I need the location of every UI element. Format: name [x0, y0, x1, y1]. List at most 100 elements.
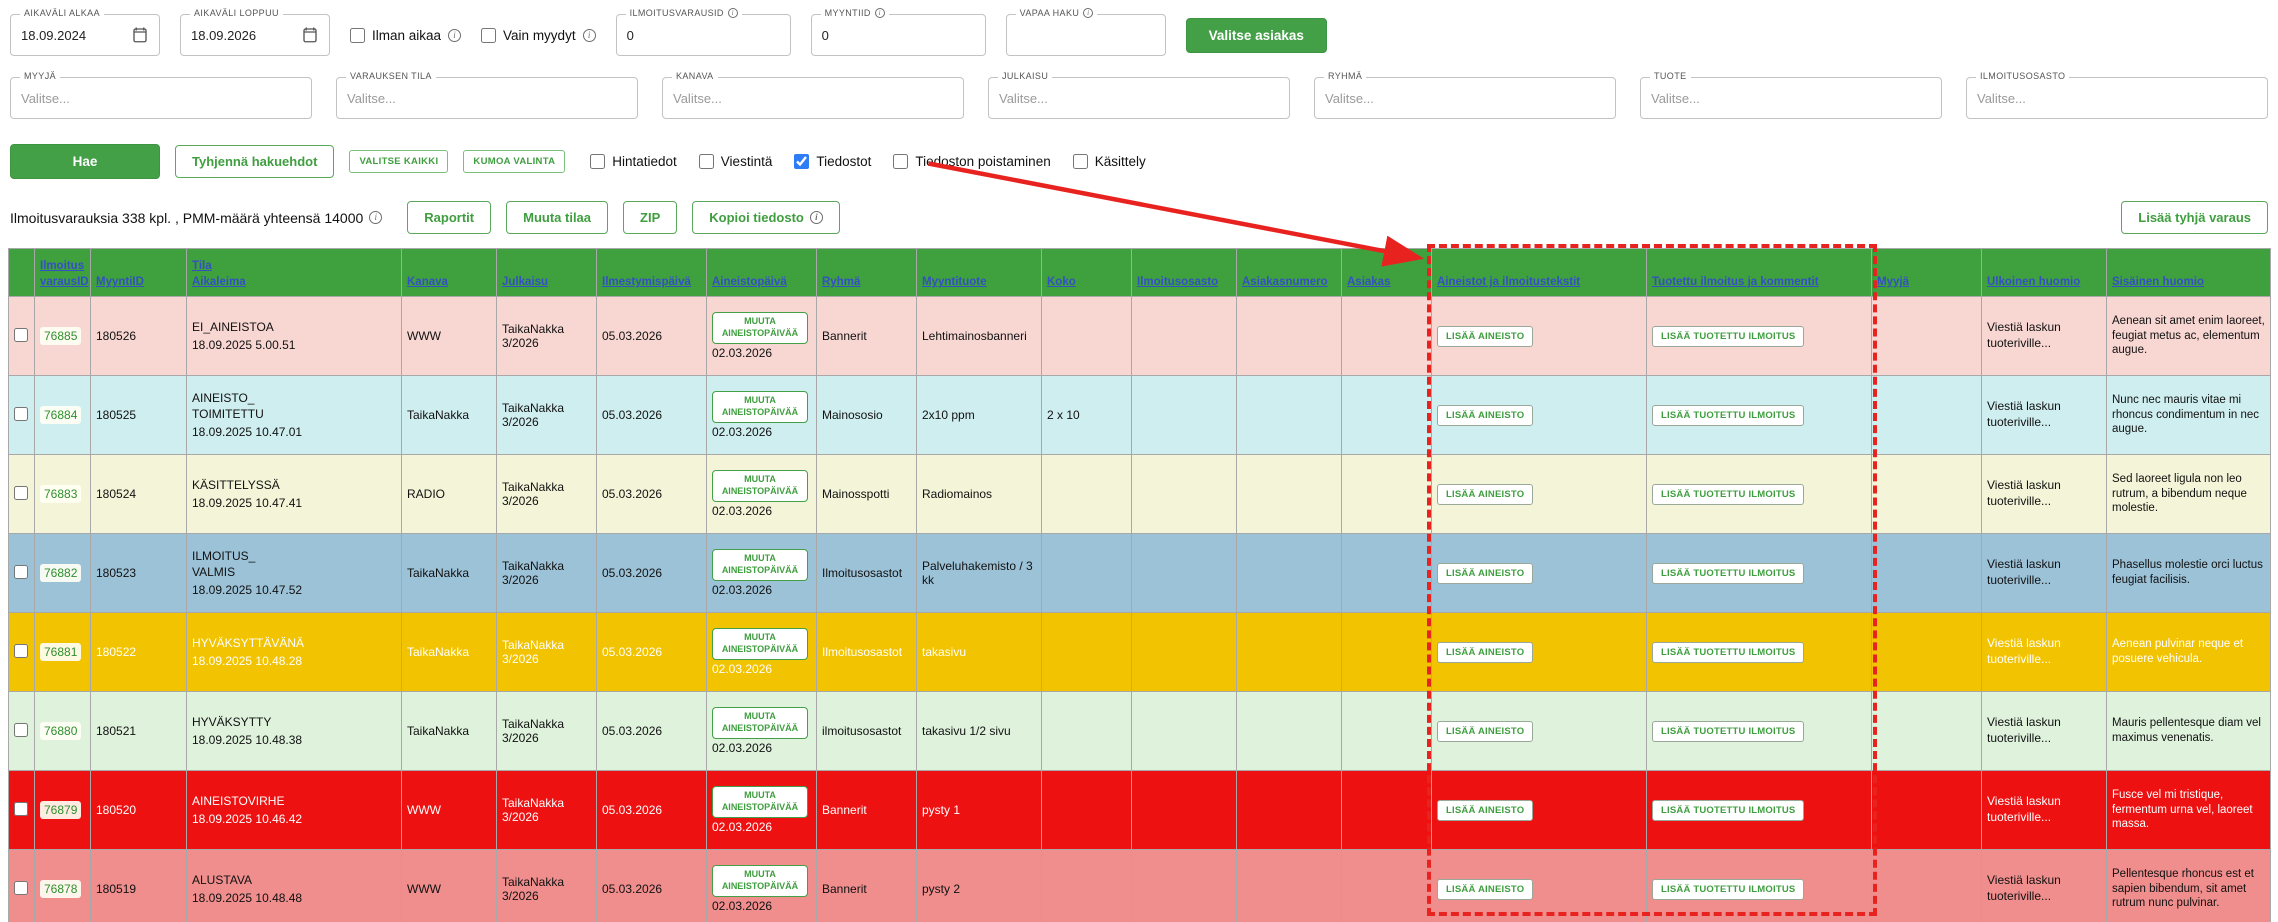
column-sort-link[interactable]: Aineistot ja ilmoitustekstit — [1437, 276, 1580, 288]
filter-select-ryhm[interactable]: RYHMÄ Valitse... — [1314, 77, 1616, 119]
valitse-kaikki-button[interactable]: VALITSE KAIKKI — [349, 150, 448, 173]
row-checkbox[interactable] — [14, 565, 28, 579]
column-sort-link[interactable]: Aineistopäivä — [712, 276, 787, 288]
ilman-aikaa-checkbox-input[interactable] — [350, 28, 365, 43]
lisaa-aineisto-button[interactable]: LISÄÄ AINEISTO — [1437, 405, 1533, 426]
column-header-aineistot-ja-ilmoitustekstit[interactable]: Aineistot ja ilmoitustekstit — [1432, 249, 1647, 297]
lisaa-aineisto-button[interactable]: LISÄÄ AINEISTO — [1437, 800, 1533, 821]
date-end-input[interactable] — [191, 28, 297, 43]
kumoa-valinta-button[interactable]: KUMOA VALINTA — [463, 150, 565, 173]
varausid-link[interactable]: 76878 — [40, 880, 81, 898]
option-checkbox-k-sittely[interactable]: Käsittely — [1073, 154, 1146, 169]
ilman-aikaa-checkbox[interactable]: Ilman aikaa — [350, 28, 461, 43]
lisaa-aineisto-button[interactable]: LISÄÄ AINEISTO — [1437, 563, 1533, 584]
column-sort-link[interactable]: MyyntiID — [96, 276, 144, 288]
filter-select-varauksen-tila[interactable]: VARAUKSEN TILA Valitse... — [336, 77, 638, 119]
column-header-ryhm[interactable]: Ryhmä — [817, 249, 917, 297]
column-header-myyj[interactable]: Myyjä — [1872, 249, 1982, 297]
lisaa-aineisto-button[interactable]: LISÄÄ AINEISTO — [1437, 326, 1533, 347]
column-header-ilmoitusosasto[interactable]: Ilmoitusosasto — [1132, 249, 1237, 297]
option-checkbox-viestint[interactable]: Viestintä — [699, 154, 773, 169]
vain-myydyt-checkbox-input[interactable] — [481, 28, 496, 43]
column-header-ilmestymisp-iv[interactable]: Ilmestymispäivä — [597, 249, 707, 297]
column-sort-link[interactable]: Tuotettu ilmoitus ja kommentit — [1652, 276, 1819, 288]
muuta-aineistopaiva-button[interactable]: MUUTA AINEISTOPÄIVÄÄ — [712, 707, 808, 738]
column-sort-link[interactable]: Koko — [1047, 276, 1076, 288]
lisaa-tuotettu-ilmoitus-button[interactable]: LISÄÄ TUOTETTU ILMOITUS — [1652, 721, 1804, 742]
tyhjenna-hakuehdot-button[interactable]: Tyhjennä hakuehdot — [175, 145, 334, 178]
lisaa-aineisto-button[interactable]: LISÄÄ AINEISTO — [1437, 879, 1533, 900]
lisaa-tuotettu-ilmoitus-button[interactable]: LISÄÄ TUOTETTU ILMOITUS — [1652, 563, 1804, 584]
varausid-link[interactable]: 76885 — [40, 327, 81, 345]
row-checkbox[interactable] — [14, 486, 28, 500]
filter-select-ilmoitusosasto[interactable]: ILMOITUSOSASTO Valitse... — [1966, 77, 2268, 119]
muuta-aineistopaiva-button[interactable]: MUUTA AINEISTOPÄIVÄÄ — [712, 470, 808, 501]
lisaa-tuotettu-ilmoitus-button[interactable]: LISÄÄ TUOTETTU ILMOITUS — [1652, 484, 1804, 505]
column-header-ilmoitus-varausid[interactable]: Ilmoitus varausID — [35, 249, 91, 297]
option-checkbox-input[interactable] — [1073, 154, 1088, 169]
filter-select-myyj[interactable]: MYYJÄ Valitse... — [10, 77, 312, 119]
hae-button[interactable]: Hae — [10, 144, 160, 179]
kopioi-tiedosto-button[interactable]: Kopioi tiedosto — [692, 201, 840, 234]
option-checkbox-input[interactable] — [590, 154, 605, 169]
calendar-icon[interactable] — [131, 26, 149, 44]
muuta-aineistopaiva-button[interactable]: MUUTA AINEISTOPÄIVÄÄ — [712, 312, 808, 343]
row-checkbox[interactable] — [14, 407, 28, 421]
raportit-button[interactable]: Raportit — [407, 201, 491, 234]
muuta-aineistopaiva-button[interactable]: MUUTA AINEISTOPÄIVÄÄ — [712, 391, 808, 422]
column-sort-link[interactable]: Ulkoinen huomio — [1987, 276, 2080, 288]
varausid-link[interactable]: 76882 — [40, 564, 81, 582]
column-header-kanava[interactable]: Kanava — [402, 249, 497, 297]
option-checkbox-input[interactable] — [699, 154, 714, 169]
muuta-tilaa-button[interactable]: Muuta tilaa — [506, 201, 608, 234]
row-checkbox[interactable] — [14, 802, 28, 816]
lisaa-tuotettu-ilmoitus-button[interactable]: LISÄÄ TUOTETTU ILMOITUS — [1652, 879, 1804, 900]
date-start-input[interactable] — [21, 28, 127, 43]
myyntiid-input[interactable] — [822, 28, 975, 43]
lisaa-aineisto-button[interactable]: LISÄÄ AINEISTO — [1437, 721, 1533, 742]
column-sort-link[interactable]: Myyjä — [1877, 276, 1909, 288]
varausid-link[interactable]: 76883 — [40, 485, 81, 503]
muuta-aineistopaiva-button[interactable]: MUUTA AINEISTOPÄIVÄÄ — [712, 549, 808, 580]
lisaa-tuotettu-ilmoitus-button[interactable]: LISÄÄ TUOTETTU ILMOITUS — [1652, 800, 1804, 821]
column-header-tuotettu-ilmoitus-ja-kommentit[interactable]: Tuotettu ilmoitus ja kommentit — [1647, 249, 1872, 297]
lisaa-tyhja-varaus-button[interactable]: Lisää tyhjä varaus — [2121, 201, 2268, 234]
varausid-link[interactable]: 76880 — [40, 722, 81, 740]
lisaa-aineisto-button[interactable]: LISÄÄ AINEISTO — [1437, 484, 1533, 505]
option-checkbox-input[interactable] — [893, 154, 908, 169]
varausid-link[interactable]: 76881 — [40, 643, 81, 661]
valitse-asiakas-button[interactable]: Valitse asiakas — [1186, 18, 1327, 53]
lisaa-tuotettu-ilmoitus-button[interactable]: LISÄÄ TUOTETTU ILMOITUS — [1652, 642, 1804, 663]
row-checkbox[interactable] — [14, 328, 28, 342]
column-header-tila-aikaleima[interactable]: Tila Aikaleima — [187, 249, 402, 297]
column-header-asiakasnumero[interactable]: Asiakasnumero — [1237, 249, 1342, 297]
column-sort-link[interactable]: Ilmestymispäivä — [602, 276, 691, 288]
option-checkbox-hintatiedot[interactable]: Hintatiedot — [590, 154, 677, 169]
column-sort-link[interactable]: Sisäinen huomio — [2112, 276, 2204, 288]
filter-select-julkaisu[interactable]: JULKAISU Valitse... — [988, 77, 1290, 119]
column-sort-link[interactable]: Ilmoitus varausID — [40, 260, 89, 289]
option-checkbox-input[interactable] — [794, 154, 809, 169]
lisaa-aineisto-button[interactable]: LISÄÄ AINEISTO — [1437, 642, 1533, 663]
varausid-link[interactable]: 76879 — [40, 801, 81, 819]
column-sort-link[interactable]: Tila Aikaleima — [192, 260, 246, 289]
muuta-aineistopaiva-button[interactable]: MUUTA AINEISTOPÄIVÄÄ — [712, 786, 808, 817]
row-checkbox[interactable] — [14, 881, 28, 895]
column-sort-link[interactable]: Asiakasnumero — [1242, 276, 1328, 288]
row-checkbox[interactable] — [14, 644, 28, 658]
lisaa-tuotettu-ilmoitus-button[interactable]: LISÄÄ TUOTETTU ILMOITUS — [1652, 405, 1804, 426]
column-sort-link[interactable]: Ilmoitusosasto — [1137, 276, 1218, 288]
filter-select-tuote[interactable]: TUOTE Valitse... — [1640, 77, 1942, 119]
option-checkbox-tiedostot[interactable]: Tiedostot — [794, 154, 871, 169]
column-header-myyntiid[interactable]: MyyntiID — [91, 249, 187, 297]
column-sort-link[interactable]: Myyntituote — [922, 276, 987, 288]
column-header-julkaisu[interactable]: Julkaisu — [497, 249, 597, 297]
column-sort-link[interactable]: Ryhmä — [822, 276, 860, 288]
varausid-link[interactable]: 76884 — [40, 406, 81, 424]
column-sort-link[interactable]: Asiakas — [1347, 276, 1390, 288]
ilmoitusvarausid-input[interactable] — [627, 28, 780, 43]
column-header-myyntituote[interactable]: Myyntituote — [917, 249, 1042, 297]
zip-button[interactable]: ZIP — [623, 201, 677, 234]
vapaa-haku-input[interactable] — [1017, 28, 1155, 43]
muuta-aineistopaiva-button[interactable]: MUUTA AINEISTOPÄIVÄÄ — [712, 865, 808, 896]
